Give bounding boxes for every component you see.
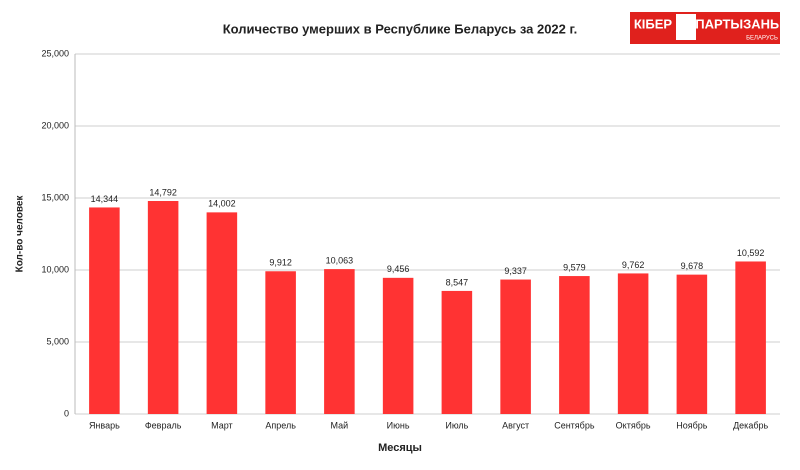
x-tick-label: Январь (89, 420, 120, 430)
bar (676, 274, 708, 414)
logo-background (630, 12, 780, 44)
y-axis-label: Кол-во человек (15, 195, 26, 273)
y-tick-label: 25,000 (41, 48, 69, 58)
logo: КІБЕР ПАРТЫЗАНЫ БЕЛАРУСЬ (630, 12, 783, 44)
x-tick-label: Октябрь (616, 420, 651, 430)
bar (89, 207, 120, 414)
value-label: 10,592 (737, 248, 765, 258)
value-label: 9,912 (269, 258, 292, 268)
bar (617, 273, 649, 414)
value-label: 14,002 (208, 199, 236, 209)
x-axis-label: Месяцы (378, 442, 422, 454)
chart-title: Количество умерших в Республике Беларусь… (223, 21, 577, 36)
y-tick-label: 0 (64, 408, 69, 418)
logo-text: КІБЕР (634, 16, 673, 31)
logo-subtext: БЕЛАРУСЬ (746, 36, 778, 42)
x-tick-label: Декабрь (733, 420, 768, 430)
bar (382, 277, 414, 414)
bar (324, 269, 355, 414)
y-tick-label: 20,000 (41, 120, 69, 130)
bar (206, 212, 238, 414)
x-tick-label: Март (211, 420, 233, 430)
x-tick-label: Апрель (265, 420, 296, 430)
logo-emblem (676, 14, 696, 40)
value-label: 8,547 (446, 277, 469, 287)
x-tick-label: Ноябрь (676, 420, 708, 430)
value-label: 10,063 (326, 255, 354, 265)
value-label: 9,337 (504, 266, 527, 276)
bar (265, 271, 296, 414)
value-label: 9,456 (387, 264, 410, 274)
x-tick-label: Август (502, 420, 529, 430)
x-tick-label: Май (331, 420, 349, 430)
x-tick-label: Февраль (145, 420, 182, 430)
value-label: 14,344 (91, 194, 119, 204)
value-label: 9,678 (681, 261, 704, 271)
bar (735, 261, 766, 414)
bar (147, 200, 179, 414)
y-tick-label: 15,000 (41, 192, 69, 202)
value-label: 9,579 (563, 262, 586, 272)
logo-text: ПАРТЫЗАНЫ (695, 16, 783, 31)
x-tick-label: Июнь (387, 420, 410, 430)
bar (559, 276, 590, 414)
x-tick-label: Июль (445, 420, 468, 430)
y-tick-label: 10,000 (41, 264, 69, 274)
bar (441, 290, 473, 414)
value-label: 14,792 (149, 187, 177, 197)
x-tick-label: Сентябрь (554, 420, 595, 430)
y-tick-label: 5,000 (46, 336, 69, 346)
bar (500, 279, 531, 414)
value-label: 9,762 (622, 260, 645, 270)
